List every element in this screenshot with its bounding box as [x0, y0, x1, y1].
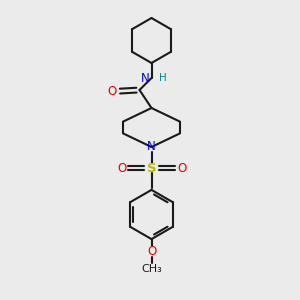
- Text: N: N: [147, 140, 156, 154]
- Text: CH₃: CH₃: [141, 263, 162, 274]
- Text: N: N: [141, 71, 150, 85]
- Text: O: O: [147, 245, 156, 258]
- Text: O: O: [108, 85, 117, 98]
- Text: H: H: [159, 73, 167, 83]
- Text: S: S: [147, 161, 156, 175]
- Text: O: O: [117, 161, 126, 175]
- Text: O: O: [177, 161, 186, 175]
